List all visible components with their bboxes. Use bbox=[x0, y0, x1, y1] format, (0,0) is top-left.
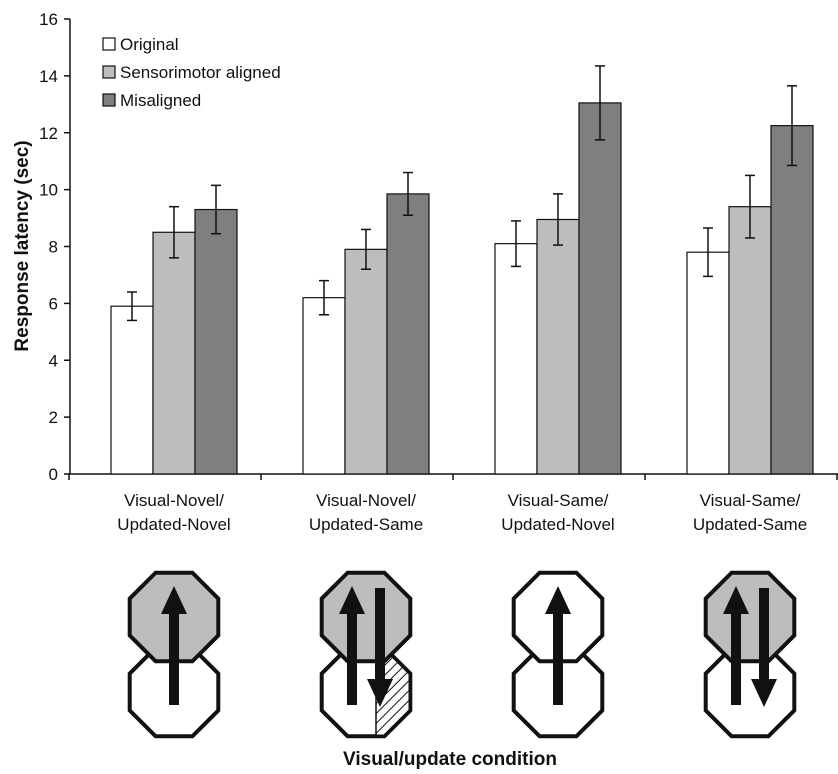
bars bbox=[110, 102, 814, 475]
bar bbox=[728, 206, 772, 475]
legend-label: Original bbox=[120, 35, 179, 54]
error-bars bbox=[127, 65, 797, 322]
legend-label: Misaligned bbox=[120, 91, 201, 110]
bar bbox=[386, 193, 430, 475]
bar bbox=[494, 243, 538, 475]
arrow-up-icon bbox=[161, 586, 187, 614]
y-tick-label: 6 bbox=[49, 294, 58, 313]
arrow-up-icon bbox=[339, 586, 365, 614]
y-tick-label: 4 bbox=[49, 351, 58, 370]
arrow-shaft bbox=[375, 588, 385, 683]
y-tick-label: 0 bbox=[49, 465, 58, 484]
arrow-shaft bbox=[759, 588, 769, 683]
y-tick-label: 8 bbox=[49, 238, 58, 257]
category-label: Updated-Novel bbox=[501, 515, 614, 534]
category-label: Visual-Same/ bbox=[700, 491, 801, 510]
arrow-shaft bbox=[347, 610, 357, 705]
bar bbox=[536, 218, 580, 475]
arrow-shaft bbox=[169, 610, 179, 705]
arrow-down-icon bbox=[367, 679, 393, 707]
arrow-up-icon bbox=[545, 586, 571, 614]
legend-swatch bbox=[102, 93, 116, 107]
category-label: Visual-Novel/ bbox=[124, 491, 224, 510]
condition-icon-visual-same-updated-same bbox=[703, 570, 797, 739]
octagon-top bbox=[319, 570, 413, 664]
bar bbox=[344, 248, 388, 475]
legend-label: Sensorimotor aligned bbox=[120, 63, 281, 82]
category-label: Visual-Same/ bbox=[508, 491, 609, 510]
condition-icon-visual-same-updated-novel bbox=[511, 570, 605, 739]
legend: Original Sensorimotor aligned Misaligned bbox=[102, 35, 281, 110]
condition-icon-visual-novel-updated-same bbox=[319, 570, 413, 739]
octagon-bottom bbox=[703, 645, 797, 739]
x-axis-title: Visual/update condition bbox=[343, 749, 557, 770]
category-label: Visual-Novel/ bbox=[316, 491, 416, 510]
bar bbox=[686, 251, 730, 475]
arrow-shaft bbox=[731, 610, 741, 705]
bar bbox=[110, 305, 154, 475]
arrow-up-icon bbox=[723, 586, 749, 614]
y-tick-label: 2 bbox=[49, 408, 58, 427]
bar bbox=[770, 125, 814, 475]
category-label: Updated-Same bbox=[693, 515, 807, 534]
y-tick-label: 16 bbox=[39, 10, 58, 29]
y-tick-label: 10 bbox=[39, 181, 58, 200]
arrow-down-icon bbox=[751, 679, 777, 707]
bar bbox=[578, 102, 622, 475]
category-label: Updated-Same bbox=[309, 515, 423, 534]
condition-icons bbox=[127, 570, 797, 739]
bar bbox=[302, 297, 346, 475]
y-tick-label: 14 bbox=[39, 67, 58, 86]
condition-icon-visual-novel-updated-novel bbox=[127, 570, 221, 739]
bar bbox=[194, 208, 238, 475]
bar bbox=[152, 231, 196, 475]
arrow-shaft bbox=[553, 610, 563, 705]
y-tick-label: 12 bbox=[39, 124, 58, 143]
octagon-top bbox=[703, 570, 797, 664]
legend-swatch bbox=[102, 65, 116, 79]
category-labels: Visual-Novel/Updated-Novel Visual-Novel/U… bbox=[117, 491, 807, 534]
y-axis-title: Response latency (sec) bbox=[12, 140, 33, 351]
category-label: Updated-Novel bbox=[117, 515, 230, 534]
legend-swatch bbox=[102, 37, 116, 51]
